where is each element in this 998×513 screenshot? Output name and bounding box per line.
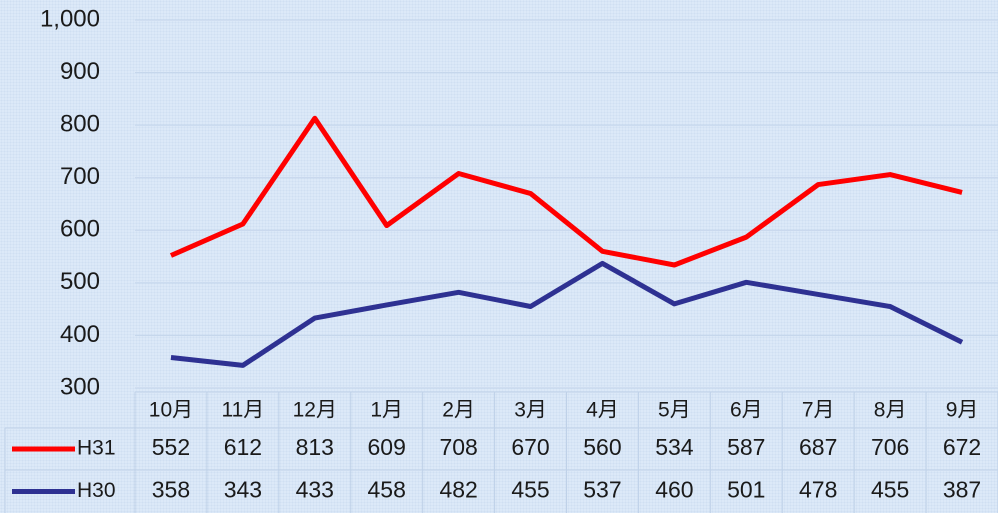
x-tick-label: 9月: [946, 399, 979, 422]
table-value: 708: [439, 434, 477, 460]
table-value: 813: [296, 434, 334, 460]
y-tick-label: 400: [60, 321, 100, 348]
table-value: 609: [368, 434, 406, 460]
table-value: 560: [583, 434, 621, 460]
table-value: 501: [727, 477, 765, 503]
x-tick-label: 10月: [149, 399, 193, 422]
x-tick-label: 12月: [293, 399, 337, 422]
table-value: 587: [727, 434, 765, 460]
table-value: 478: [799, 477, 837, 503]
table-value: 387: [943, 477, 981, 503]
table-value: 672: [943, 434, 981, 460]
table-value: 458: [368, 477, 406, 503]
table-value: 358: [152, 477, 190, 503]
table-value: 670: [511, 434, 549, 460]
x-tick-label: 7月: [802, 399, 835, 422]
table-value: 455: [511, 477, 549, 503]
table-value: 482: [439, 477, 477, 503]
table-value: 537: [583, 477, 621, 503]
y-tick-label: 300: [60, 373, 100, 400]
y-tick-label: 700: [60, 163, 100, 190]
table-value: 534: [655, 434, 694, 460]
x-tick-label: 4月: [586, 399, 619, 422]
y-tick-label: 1,000: [40, 5, 100, 32]
x-tick-label: 8月: [874, 399, 907, 422]
series-line: [170, 260, 964, 368]
table-value: 455: [871, 477, 909, 503]
x-tick-label: 6月: [730, 399, 763, 422]
x-tick-label: 2月: [442, 399, 475, 422]
table-value: 460: [655, 477, 693, 503]
table-value: 552: [152, 434, 190, 460]
x-tick-label: 5月: [658, 399, 691, 422]
series-line: [169, 115, 963, 268]
y-tick-label: 900: [60, 58, 100, 85]
table-value: 612: [224, 434, 262, 460]
y-tick-label: 600: [60, 216, 100, 243]
x-tick-label: 3月: [514, 399, 547, 422]
table-value: 433: [296, 477, 334, 503]
table-value: 687: [799, 434, 837, 460]
table-value: 706: [871, 434, 909, 460]
y-tick-label: 800: [60, 110, 100, 137]
x-tick-label: 1月: [370, 399, 403, 422]
table-value: 343: [224, 477, 262, 503]
x-tick-label: 11月: [221, 399, 264, 422]
legend-label: H30: [77, 479, 116, 502]
y-tick-label: 500: [60, 268, 100, 295]
legend-label: H31: [77, 437, 116, 460]
